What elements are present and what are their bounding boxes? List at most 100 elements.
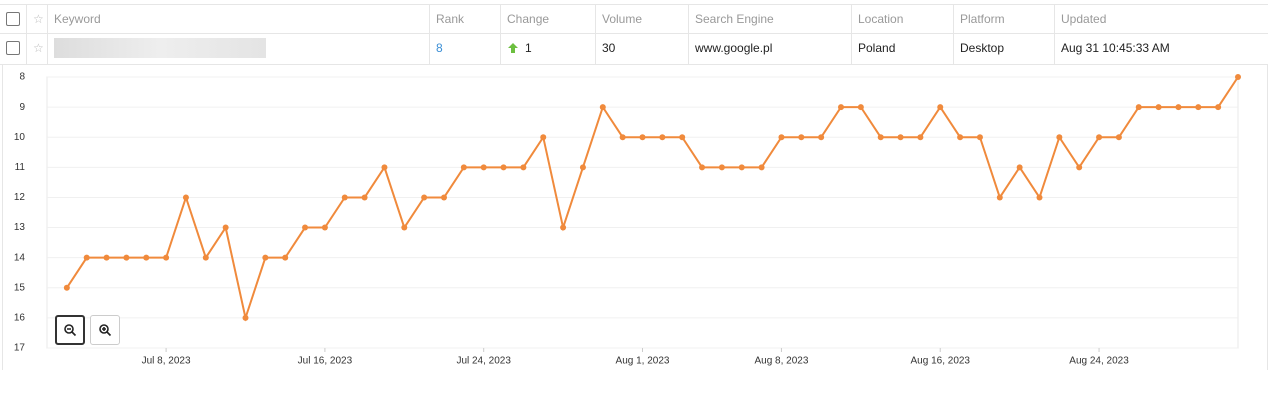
header[interactable]: Volume	[596, 5, 689, 33]
point	[957, 134, 964, 141]
y-tick-label: 13	[14, 222, 26, 233]
point	[401, 224, 408, 231]
y-tick-label: 16	[14, 313, 26, 324]
point	[302, 224, 309, 231]
point	[1215, 104, 1222, 111]
point	[1076, 164, 1083, 171]
zoom-in-button[interactable]	[90, 315, 120, 345]
point	[1195, 104, 1202, 111]
point	[163, 254, 170, 261]
point	[222, 224, 229, 231]
point	[202, 254, 209, 261]
point	[619, 134, 626, 141]
point	[381, 164, 388, 171]
point	[123, 254, 130, 261]
point	[1056, 134, 1063, 141]
point	[63, 284, 70, 291]
header[interactable]: Rank	[430, 5, 501, 33]
x-tick-label: Aug 16, 2023	[911, 356, 971, 367]
x-tick-label: Aug 1, 2023	[616, 356, 670, 367]
point	[699, 164, 706, 171]
point	[1096, 134, 1103, 141]
line	[66, 76, 1239, 322]
point	[1175, 104, 1182, 111]
up-arrow	[508, 43, 518, 53]
platform: Desktop	[954, 32, 1055, 64]
change: 1	[525, 41, 532, 55]
point	[182, 194, 189, 201]
y-tick-label: 12	[14, 192, 26, 203]
point	[282, 254, 289, 261]
star[interactable]: ☆	[27, 32, 48, 64]
point	[818, 134, 825, 141]
rank[interactable]: 8	[430, 32, 501, 64]
point	[976, 134, 983, 141]
point	[599, 104, 606, 111]
y-tick-label: 8	[19, 72, 25, 83]
point	[1155, 104, 1162, 111]
point	[361, 194, 368, 201]
header[interactable]: Change	[501, 5, 596, 33]
point	[877, 134, 884, 141]
point	[262, 254, 269, 261]
change-cell: 1	[501, 32, 596, 64]
x-tick-label: Aug 24, 2023	[1069, 356, 1129, 367]
point	[639, 134, 646, 141]
point	[659, 134, 666, 141]
point	[520, 164, 527, 171]
header[interactable]: Keyword	[48, 5, 430, 33]
zoom-out-icon	[64, 324, 77, 337]
point	[500, 164, 507, 171]
plot-area	[46, 76, 1239, 349]
select-all[interactable]	[0, 5, 27, 33]
point	[83, 254, 90, 261]
x-tick-label: Aug 8, 2023	[754, 356, 808, 367]
point	[321, 224, 328, 231]
point	[718, 164, 725, 171]
point	[758, 164, 765, 171]
point	[679, 134, 686, 141]
y-tick-label: 14	[14, 252, 26, 263]
point	[242, 314, 249, 321]
point	[579, 164, 586, 171]
point	[738, 164, 745, 171]
point	[996, 194, 1003, 201]
x-tick-label: Jul 24, 2023	[456, 356, 511, 367]
point	[1036, 194, 1043, 201]
point	[341, 194, 348, 201]
point	[103, 254, 110, 261]
point	[857, 104, 864, 111]
star-header[interactable]: ☆	[27, 5, 48, 33]
header[interactable]: Location	[852, 5, 954, 33]
point	[937, 104, 944, 111]
point	[897, 134, 904, 141]
header[interactable]: Platform	[954, 5, 1055, 33]
row-checkbox[interactable]	[0, 32, 27, 64]
point	[1115, 134, 1122, 141]
zoom-in-icon	[99, 324, 112, 337]
y-tick-label: 17	[14, 343, 26, 354]
point	[1016, 164, 1023, 171]
updated: Aug 31 10:45:33 AM	[1061, 41, 1170, 55]
point	[798, 134, 805, 141]
volume: 30	[596, 32, 689, 64]
header[interactable]: Search Engine	[689, 5, 852, 33]
table-header: ☆ Keyword Rank Change Volume Search Engi…	[0, 4, 1268, 34]
y-tick-label: 9	[19, 102, 25, 113]
point	[778, 134, 785, 141]
header[interactable]: Updated	[1061, 12, 1107, 26]
y-tick-label: 10	[14, 132, 26, 143]
point	[838, 104, 844, 111]
point	[460, 164, 467, 171]
point	[540, 134, 547, 141]
point	[421, 194, 428, 201]
x-tick-label: Jul 8, 2023	[142, 356, 191, 367]
point	[917, 134, 924, 141]
x-tick-label: Jul 16, 2023	[298, 356, 353, 367]
point	[560, 224, 567, 231]
zoom-out-button[interactable]	[55, 315, 85, 345]
point	[1135, 104, 1142, 111]
location: Poland	[852, 32, 954, 64]
